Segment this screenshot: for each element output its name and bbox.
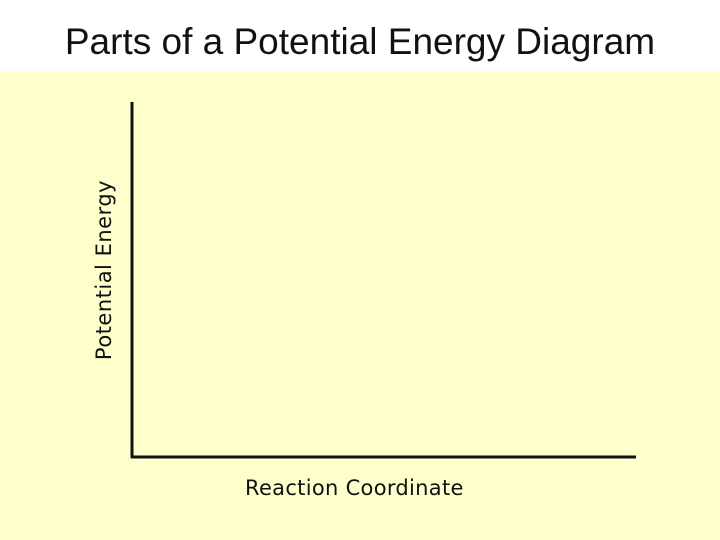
slide-title: Parts of a Potential Energy Diagram xyxy=(64,21,656,62)
y-axis-label: Potential Energy xyxy=(92,179,116,361)
x-axis-label: Reaction Coordinate xyxy=(245,476,464,500)
diagram-panel xyxy=(0,71,720,540)
